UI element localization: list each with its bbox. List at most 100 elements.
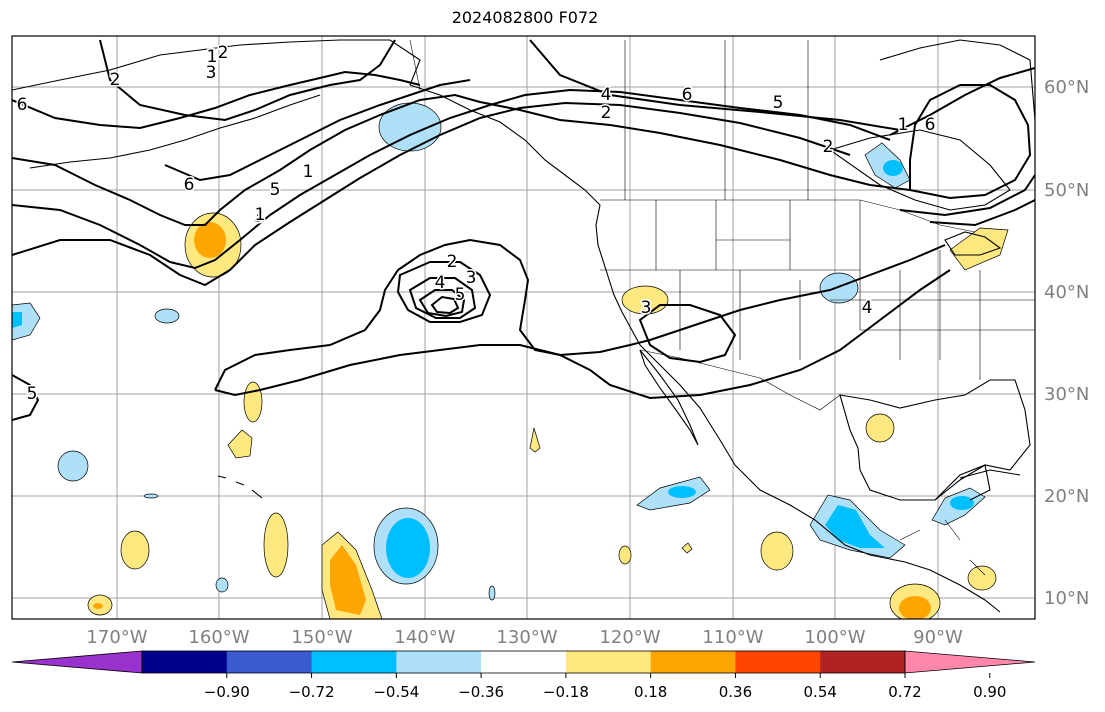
negative-anomaly-core <box>386 518 430 578</box>
negative-anomaly-area <box>154 308 180 324</box>
colorbar-extend-low <box>11 650 143 674</box>
positive-anomaly-area <box>681 542 693 554</box>
colorbar-outline <box>141 650 906 674</box>
positive-anomaly-area <box>967 565 997 591</box>
negative-anomaly-core <box>825 505 885 548</box>
contour-line <box>214 238 946 391</box>
colorbar-extend-high <box>904 650 1036 674</box>
colorbar-segment <box>565 651 652 673</box>
negative-anomaly-area <box>215 577 229 593</box>
colorbar-tick-label: −0.18 <box>543 683 589 701</box>
contour-line <box>418 289 466 318</box>
coastlines <box>12 39 1035 613</box>
colorbar-tick-label: −0.54 <box>373 683 419 701</box>
gulf-of-mexico <box>839 379 1031 501</box>
contour-line <box>12 101 851 287</box>
contour-label: 1 <box>207 47 218 67</box>
positive-anomaly-core <box>194 222 226 258</box>
central-america-borders <box>899 519 986 576</box>
contour-label: 6 <box>17 95 28 115</box>
contour-line <box>408 277 477 319</box>
contour-line <box>214 269 951 400</box>
positive-anomaly-area <box>618 545 632 565</box>
map-frame <box>11 35 1036 620</box>
colorbar: −0.90 −0.72 −0.54 −0.36 −0.18 0.18 0.36 0.54 0.7… <box>11 650 1036 701</box>
alaska-coast <box>12 39 421 91</box>
contour-label: 5 <box>270 180 281 200</box>
positive-anomaly-area <box>120 530 150 570</box>
positive-anomaly-area <box>949 227 1009 271</box>
positive-anomaly-core <box>330 545 366 615</box>
colorbar-segment <box>481 651 567 673</box>
colorbar-tick-label: 0.54 <box>804 683 837 701</box>
cuba <box>959 469 1021 479</box>
latitude-tick-label: 10°N <box>1044 588 1089 609</box>
contour-line <box>164 79 471 182</box>
positive-anomaly-area <box>243 381 263 423</box>
colorbar-tick-label: 0.18 <box>634 683 667 701</box>
contour-lines <box>12 39 1035 421</box>
contour-label: 3 <box>641 298 652 318</box>
contour-line <box>396 261 492 323</box>
great-lakes <box>944 231 1002 256</box>
yucatan <box>934 464 991 501</box>
longitude-tick-label: 160°W <box>188 627 249 648</box>
longitude-tick-labels: 170°W 160°W 150°W 140°W 130°W 120°W 110°W 100°W… <box>86 627 963 648</box>
figure-title: 2024082800 F072 <box>451 8 599 27</box>
latitude-tick-label: 30°N <box>1044 384 1089 405</box>
negative-anomaly-area <box>378 102 442 152</box>
colorbar-tick-label: −0.36 <box>458 683 504 701</box>
aleutian-chain <box>29 94 321 169</box>
colorbar-tick-label: −0.72 <box>289 683 335 701</box>
baja-california <box>639 349 699 446</box>
colorbar-segment <box>820 651 906 673</box>
positive-anomaly-area <box>263 512 289 578</box>
negative-anomaly-area <box>57 450 89 482</box>
contour-label: 4 <box>435 273 446 293</box>
contour-label: 1 <box>303 162 314 182</box>
contour-label: 6 <box>925 115 936 135</box>
contour-line <box>929 199 1035 227</box>
negative-anomaly-core <box>668 486 696 498</box>
colorbar-segment <box>650 651 736 673</box>
longitude-tick-label: 170°W <box>86 627 147 648</box>
positive-anomaly-area <box>865 413 895 443</box>
latitude-tick-label: 40°N <box>1044 282 1089 303</box>
longitude-tick-label: 140°W <box>394 627 455 648</box>
contour-label: 3 <box>466 268 477 288</box>
us-state-lines <box>600 200 1035 380</box>
contour-line <box>899 174 1035 217</box>
longitude-tick-label: 150°W <box>291 627 352 648</box>
hudson-bay <box>828 129 1011 211</box>
longitude-tick-label: 100°W <box>804 627 865 648</box>
contour-line <box>638 304 737 364</box>
contour-label: 1 <box>255 205 266 225</box>
contour-label: 2 <box>447 252 458 272</box>
colorbar-tick-label: 0.90 <box>973 683 1006 701</box>
longitude-tick-label: 130°W <box>496 627 557 648</box>
positive-anomaly-area <box>529 427 541 453</box>
colorbar-segment <box>396 651 482 673</box>
contour-line <box>909 84 1032 200</box>
contour-label: 3 <box>254 207 265 227</box>
negative-anomaly-core <box>12 312 22 328</box>
contour-label: 5 <box>773 93 784 113</box>
contour-label: 6 <box>184 175 195 195</box>
anomaly-fill <box>12 102 1009 619</box>
contour-label: 2 <box>823 137 834 157</box>
us-mexico-border <box>639 349 841 411</box>
contour-line <box>430 295 460 315</box>
north-america-west-coast <box>409 84 1001 613</box>
contour-label: 2 <box>218 43 229 63</box>
latitude-tick-label: 60°N <box>1044 77 1089 98</box>
colorbar-tick-label: 0.36 <box>719 683 752 701</box>
hawaii-islands <box>217 475 263 499</box>
longitude-tick-label: 120°W <box>599 627 660 648</box>
contour-line <box>12 88 891 270</box>
negative-anomaly-area <box>488 585 496 601</box>
colorbar-tick-label: 0.72 <box>888 683 921 701</box>
positive-anomaly-area <box>760 531 794 571</box>
contour-label: 5 <box>455 285 466 305</box>
